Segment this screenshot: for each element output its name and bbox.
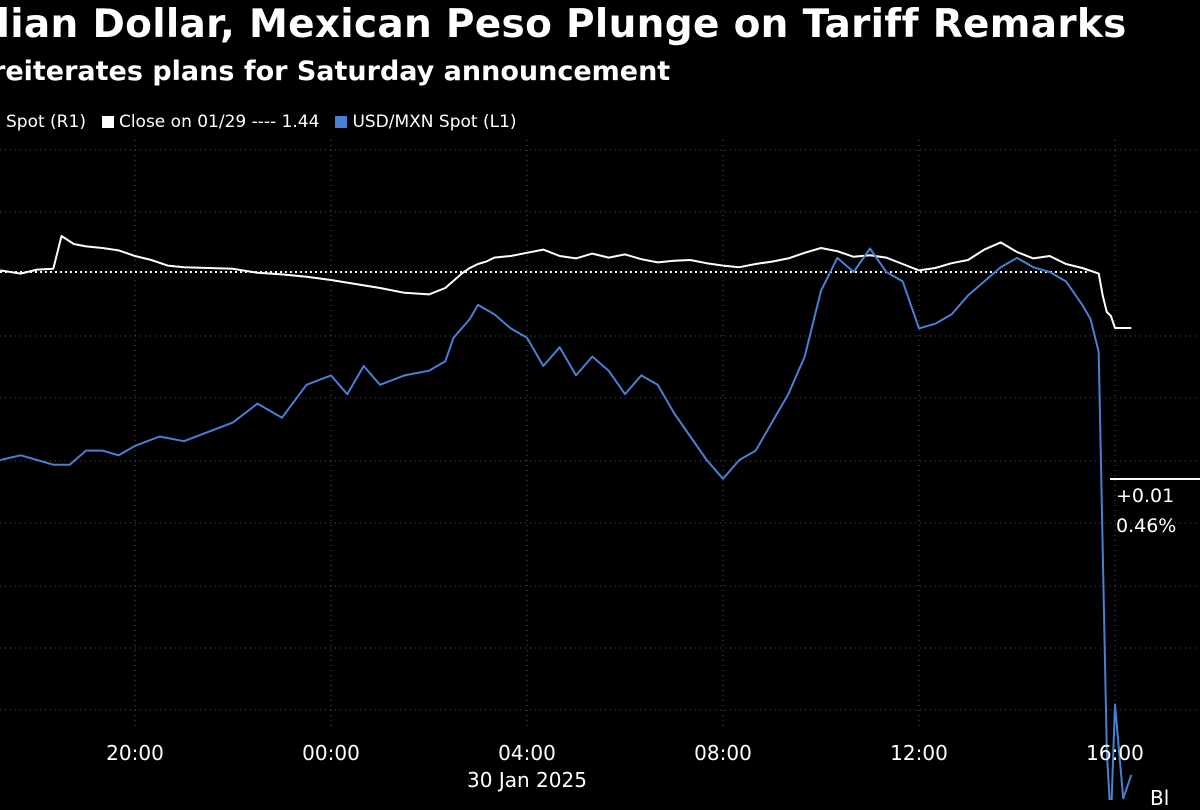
legend-cad-label: Spot (R1) [6, 112, 86, 132]
legend-item-mxn: USD/MXN Spot (L1) [335, 112, 517, 132]
legend-item-cad: Spot (R1) [6, 112, 86, 132]
legend-mxn-swatch [335, 116, 348, 128]
x-tick-label: 16:00 [1086, 741, 1144, 765]
legend-mxn-label: USD/MXN Spot (L1) [352, 112, 517, 132]
x-date-label: 30 Jan 2025 [467, 768, 587, 792]
legend-close-label: Close on 01/29 ---- 1.44 [118, 112, 320, 132]
x-tick-label: 12:00 [890, 741, 948, 765]
chart-subtitle: reiterates plans for Saturday announceme… [0, 56, 671, 87]
series-line-mxn [0, 247, 1133, 800]
end-label-change: +0.01 [1116, 485, 1174, 507]
x-tick-label: 20:00 [106, 741, 164, 765]
legend-item-close: Close on 01/29 ---- 1.44 [101, 112, 320, 132]
x-tick-label: 00:00 [302, 741, 360, 765]
chart-legend: Spot (R1) Close on 01/29 ---- 1.44 USD/M… [6, 112, 533, 132]
end-label-percent: 0.46% [1116, 515, 1176, 537]
legend-close-swatch [101, 116, 114, 128]
series-line-cad [0, 235, 1132, 329]
brand-corner-text: Bl [1150, 786, 1170, 810]
x-tick-label: 08:00 [694, 741, 752, 765]
chart-title: dian Dollar, Mexican Peso Plunge on Tari… [0, 2, 1127, 47]
x-tick-label: 04:00 [498, 741, 556, 765]
